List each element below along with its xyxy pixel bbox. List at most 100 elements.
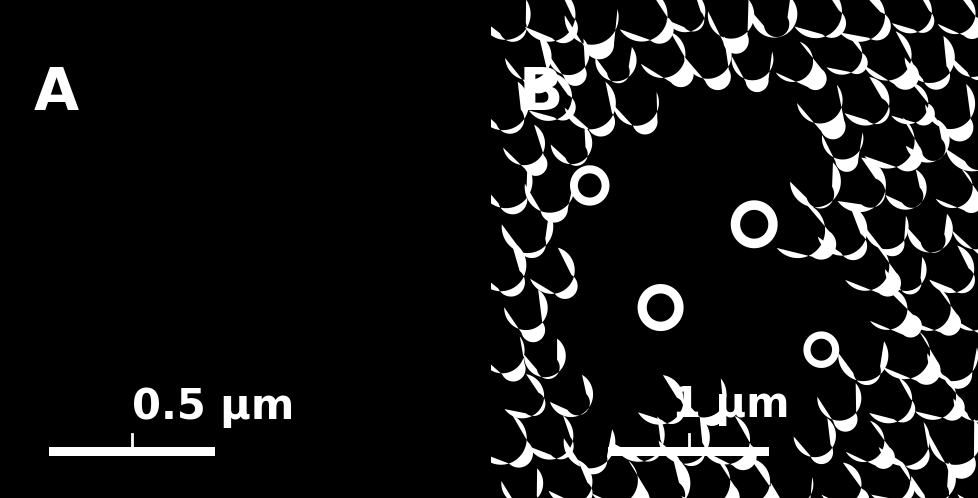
Polygon shape (821, 463, 868, 498)
Polygon shape (547, 39, 589, 86)
Polygon shape (750, 0, 796, 38)
Polygon shape (844, 244, 900, 296)
Polygon shape (937, 0, 978, 39)
Polygon shape (864, 118, 921, 171)
Polygon shape (928, 246, 974, 293)
Polygon shape (684, 36, 731, 90)
Polygon shape (924, 84, 974, 141)
Polygon shape (564, 82, 615, 136)
Polygon shape (864, 216, 908, 256)
Polygon shape (523, 339, 565, 379)
Polygon shape (770, 477, 813, 498)
Polygon shape (951, 289, 978, 339)
Polygon shape (504, 374, 545, 418)
Polygon shape (951, 41, 978, 80)
Text: A: A (34, 65, 79, 122)
Polygon shape (914, 374, 963, 421)
Polygon shape (845, 421, 894, 469)
Polygon shape (524, 0, 577, 43)
Polygon shape (822, 132, 863, 172)
Polygon shape (730, 200, 777, 248)
Polygon shape (504, 289, 547, 342)
Polygon shape (870, 460, 913, 498)
Bar (49, 447, 214, 456)
Polygon shape (550, 375, 593, 417)
Polygon shape (928, 419, 978, 479)
Bar (608, 447, 769, 456)
Polygon shape (904, 36, 954, 90)
Polygon shape (528, 415, 573, 460)
Polygon shape (666, 0, 704, 32)
Polygon shape (837, 157, 885, 212)
Polygon shape (935, 169, 978, 213)
Polygon shape (638, 375, 685, 425)
Polygon shape (817, 205, 867, 260)
Polygon shape (680, 378, 726, 426)
Text: 1 μm: 1 μm (671, 384, 788, 426)
Polygon shape (926, 347, 977, 389)
Polygon shape (479, 165, 532, 214)
Polygon shape (878, 422, 929, 470)
Polygon shape (476, 82, 528, 134)
Polygon shape (636, 457, 689, 498)
Polygon shape (563, 429, 615, 474)
Polygon shape (837, 341, 887, 385)
Polygon shape (707, 0, 753, 54)
Polygon shape (480, 0, 530, 42)
Polygon shape (844, 77, 889, 125)
Polygon shape (775, 42, 825, 90)
Polygon shape (658, 417, 709, 466)
Polygon shape (528, 73, 575, 121)
Polygon shape (945, 119, 978, 171)
Polygon shape (501, 212, 553, 258)
Polygon shape (882, 332, 940, 385)
Polygon shape (869, 288, 921, 338)
Polygon shape (595, 47, 636, 83)
Polygon shape (839, 0, 890, 42)
Polygon shape (727, 459, 777, 498)
Polygon shape (702, 416, 756, 470)
Polygon shape (501, 468, 543, 498)
Polygon shape (884, 257, 925, 294)
Polygon shape (475, 242, 526, 297)
Polygon shape (910, 288, 960, 336)
Polygon shape (592, 461, 648, 498)
Polygon shape (776, 204, 835, 259)
Polygon shape (480, 336, 525, 381)
Polygon shape (613, 416, 664, 462)
Polygon shape (524, 180, 574, 223)
Polygon shape (885, 169, 925, 210)
Polygon shape (789, 162, 840, 209)
Polygon shape (825, 34, 867, 75)
Text: 0.5 μm: 0.5 μm (131, 386, 293, 428)
Polygon shape (529, 248, 577, 299)
Polygon shape (905, 120, 949, 162)
Polygon shape (569, 165, 609, 206)
Polygon shape (641, 32, 693, 87)
Polygon shape (793, 0, 845, 38)
Polygon shape (911, 462, 955, 498)
Polygon shape (548, 460, 592, 498)
Polygon shape (796, 85, 845, 139)
Polygon shape (891, 0, 933, 33)
Polygon shape (681, 457, 738, 498)
Polygon shape (863, 31, 918, 90)
Polygon shape (956, 463, 978, 498)
Polygon shape (619, 0, 673, 44)
Polygon shape (637, 284, 683, 331)
Polygon shape (793, 418, 835, 464)
Polygon shape (612, 92, 658, 134)
Polygon shape (478, 415, 532, 468)
Text: B: B (517, 65, 562, 122)
Polygon shape (952, 205, 978, 262)
Polygon shape (564, 9, 618, 59)
Polygon shape (868, 377, 914, 423)
Polygon shape (731, 51, 773, 92)
Polygon shape (890, 83, 934, 125)
Polygon shape (551, 126, 592, 166)
Polygon shape (953, 382, 978, 422)
Polygon shape (817, 383, 861, 432)
Polygon shape (505, 35, 551, 94)
Polygon shape (907, 214, 952, 253)
Polygon shape (503, 124, 547, 176)
